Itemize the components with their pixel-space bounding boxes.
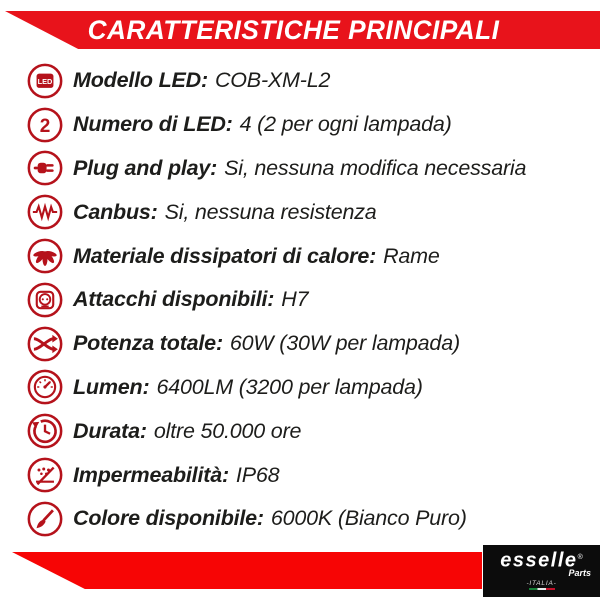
feature-label: Plug and play: (73, 155, 218, 180)
footer-ribbon (12, 552, 482, 589)
waterproof-icon (26, 456, 64, 494)
feature-row: Materiale dissipatori di calore: Rame (26, 234, 596, 278)
feature-label: Lumen: (73, 374, 150, 399)
feature-value: 6400LM (3200 per lampada) (156, 374, 423, 399)
feature-label: Modello LED: (73, 68, 208, 93)
canbus-resistor-icon (26, 193, 64, 231)
feature-label: Impermeabilità: (73, 462, 229, 487)
svg-text:LED: LED (38, 77, 53, 86)
brand-country: -ITALIA- (526, 579, 557, 587)
feature-row: Plug and play: Si, nessuna modifica neces… (26, 147, 596, 191)
feature-label: Durata: (73, 418, 147, 443)
feature-value: H7 (281, 287, 309, 312)
feature-value: oltre 50.000 ore (153, 418, 302, 443)
feature-value: Si, nessuna modifica necessaria (224, 155, 527, 180)
italian-flag (528, 587, 555, 591)
led-count-icon: 2 (26, 106, 64, 144)
feature-value: IP68 (235, 462, 280, 487)
feature-value: 60W (30W per lampada) (229, 331, 460, 356)
feature-label: Canbus: (73, 199, 158, 224)
feature-list: LED Modello LED: COB-XM-L2 2 Numero di LE… (26, 59, 596, 541)
brand-logo: esselle® Parts -ITALIA- (483, 545, 600, 597)
feature-value: Rame (383, 243, 440, 268)
power-arrows-icon (26, 325, 64, 363)
feature-row: Attacchi disponibili: H7 (26, 278, 596, 322)
led-chip-icon: LED (26, 62, 64, 100)
page-title: CARATTERISTICHE PRINCIPALI (87, 14, 500, 45)
heatsink-fan-icon (26, 237, 64, 275)
brand-text: esselle (500, 549, 578, 572)
feature-row: Potenza totale: 60W (30W per lampada) (26, 322, 596, 366)
feature-label: Attacchi disponibili: (73, 287, 275, 312)
feature-label: Materiale dissipatori di calore: (73, 243, 377, 268)
feature-value: Si, nessuna resistenza (164, 199, 377, 224)
feature-row: Colore disponibile: 6000K (Bianco Puro) (26, 497, 596, 541)
plug-icon (26, 149, 64, 187)
feature-row: LED Modello LED: COB-XM-L2 (26, 59, 596, 103)
socket-icon (26, 281, 64, 319)
feature-label: Colore disponibile: (73, 506, 264, 531)
feature-row: Impermeabilità: IP68 (26, 453, 596, 497)
feature-row: Lumen: 6400LM (3200 per lampada) (26, 366, 596, 410)
feature-value: 6000K (Bianco Puro) (270, 506, 467, 531)
lumen-gauge-icon (26, 368, 64, 406)
feature-label: Potenza totale: (73, 331, 223, 356)
brand-name: esselle® (483, 548, 600, 571)
header-banner: CARATTERISTICHE PRINCIPALI (5, 11, 600, 49)
color-brush-icon (26, 500, 64, 538)
registered-mark: ® (577, 554, 583, 561)
feature-row: Durata: oltre 50.000 ore (26, 409, 596, 453)
brand-sub: Parts (568, 567, 591, 578)
svg-text:2: 2 (40, 116, 51, 137)
feature-value: 4 (2 per ogni lampada) (239, 112, 452, 137)
duration-clock-icon (26, 412, 64, 450)
feature-row: Canbus: Si, nessuna resistenza (26, 190, 596, 234)
feature-value: COB-XM-L2 (214, 68, 331, 93)
feature-label: Numero di LED: (73, 112, 233, 137)
feature-row: 2 Numero di LED: 4 (2 per ogni lampada) (26, 103, 596, 147)
